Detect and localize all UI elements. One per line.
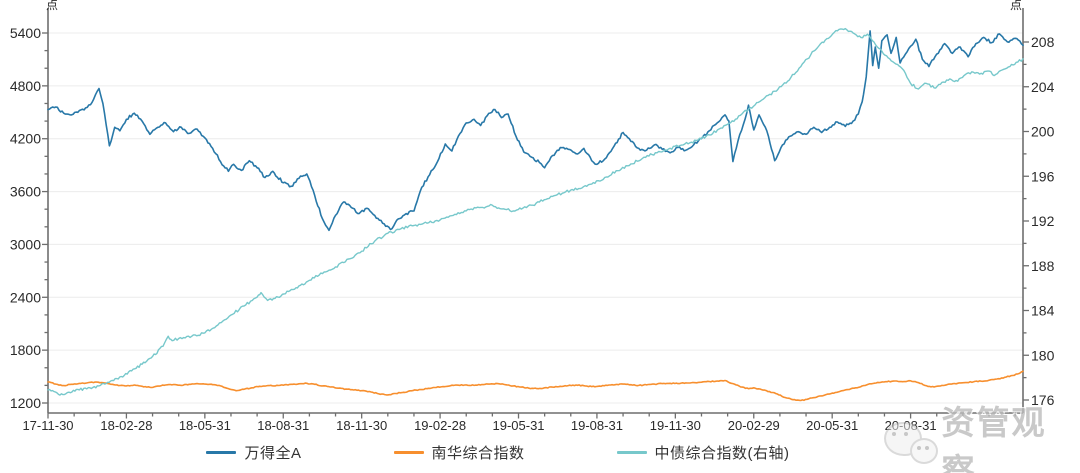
x-tick-label: 19-02-28 <box>414 418 466 433</box>
y-left-tick-label: 4800 <box>10 78 41 94</box>
blue-line-swatch-icon <box>206 451 237 454</box>
y-right-unit-label: 点 <box>1010 0 1022 12</box>
x-tick-label: 18-02-28 <box>100 418 152 433</box>
legend-label: 万得全A <box>244 445 302 462</box>
orange-line-swatch-icon <box>393 451 424 454</box>
y-right-tick-label: 204 <box>1031 79 1055 95</box>
series-line-0 <box>47 30 1024 232</box>
y-left-tick-label: 4200 <box>10 131 41 147</box>
x-tick-label: 19-11-30 <box>650 418 701 433</box>
legend-label: 中债综合指数(右轴) <box>654 445 790 462</box>
y-right-tick-label: 188 <box>1031 258 1055 274</box>
legend-item-chinabond-composite: 中债综合指数(右轴) <box>616 442 790 463</box>
y-left-tick-label: 3000 <box>10 236 41 252</box>
y-right-tick-label: 184 <box>1031 303 1055 319</box>
series-line-1 <box>47 370 1024 402</box>
x-tick-label: 20-05-31 <box>806 418 858 433</box>
series-line-2 <box>47 27 1024 396</box>
x-tick-label: 19-05-31 <box>492 418 544 433</box>
x-tick-label: 19-08-31 <box>571 418 623 433</box>
cyan-line-swatch-icon <box>616 451 647 454</box>
y-left-tick-label: 5400 <box>10 25 41 41</box>
x-tick-label: 18-11-30 <box>336 418 387 433</box>
chart-legend: 万得全A 南华综合指数 中债综合指数(右轴) <box>0 442 1038 463</box>
y-left-tick-label: 1800 <box>10 342 41 358</box>
y-left-tick-label: 2400 <box>10 289 41 305</box>
x-tick-label: 17-11-30 <box>22 418 73 433</box>
y-left-tick-label: 3600 <box>10 184 41 200</box>
y-left-unit-label: 点 <box>46 0 58 12</box>
legend-item-wind-all-a: 万得全A <box>206 442 301 463</box>
legend-label: 南华综合指数 <box>431 445 525 462</box>
y-right-tick-label: 208 <box>1031 34 1055 50</box>
y-right-tick-label: 192 <box>1031 213 1055 229</box>
x-tick-label: 18-05-31 <box>179 418 231 433</box>
x-tick-label: 18-08-31 <box>257 418 309 433</box>
y-left-tick-label: 1200 <box>10 395 41 411</box>
y-right-tick-label: 200 <box>1031 124 1055 140</box>
x-tick-label: 20-08-31 <box>885 418 937 433</box>
y-right-tick-label: 196 <box>1031 168 1055 184</box>
y-right-tick-label: 176 <box>1031 392 1055 408</box>
x-tick-label: 20-02-29 <box>728 418 780 433</box>
y-right-tick-label: 180 <box>1031 347 1055 363</box>
legend-item-nanhua-composite: 南华综合指数 <box>393 442 525 463</box>
